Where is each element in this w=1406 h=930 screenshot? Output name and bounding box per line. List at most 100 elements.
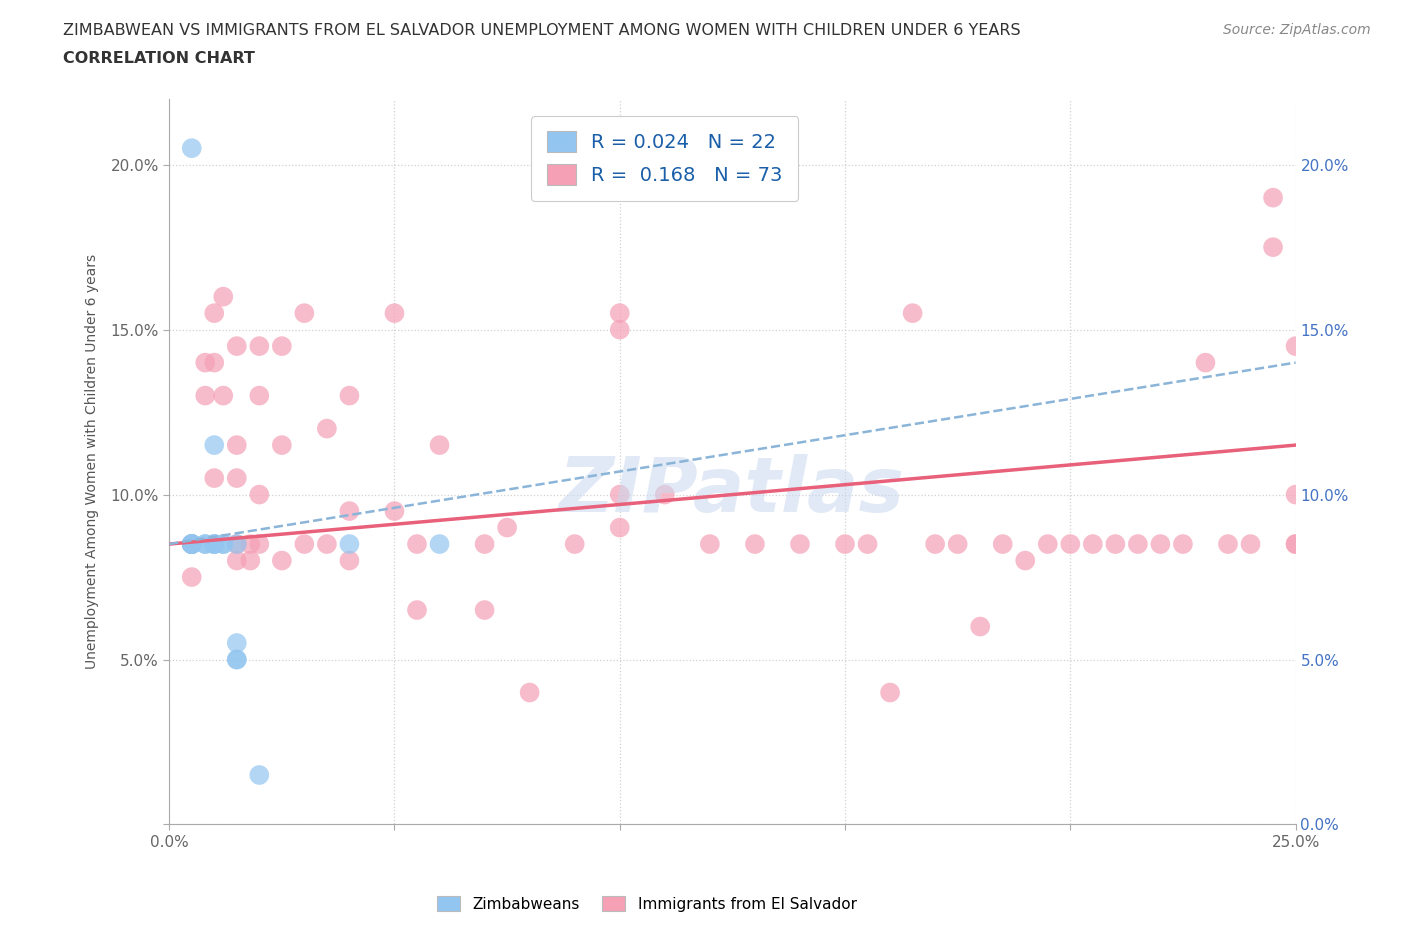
Text: Source: ZipAtlas.com: Source: ZipAtlas.com [1223,23,1371,37]
Point [247,339,270,353]
Text: CORRELATION CHART: CORRELATION CHART [63,51,254,66]
Point [180,537,202,551]
Point [202,537,225,551]
Point [212,388,235,403]
Point [292,306,315,321]
Point [699,537,721,551]
Point [609,487,631,502]
Text: ZIMBABWEAN VS IMMIGRANTS FROM EL SALVADOR UNEMPLOYMENT AMONG WOMEN WITH CHILDREN: ZIMBABWEAN VS IMMIGRANTS FROM EL SALVADO… [63,23,1021,38]
Point [212,537,235,551]
Point [1036,537,1059,551]
Point [744,537,766,551]
Point [225,339,247,353]
Point [180,569,202,584]
Point [247,767,270,782]
Point [202,537,225,551]
Point [270,438,292,453]
Y-axis label: Unemployment Among Women with Children Under 6 years: Unemployment Among Women with Children U… [86,254,100,670]
Point [1104,537,1126,551]
Point [225,652,247,667]
Point [1261,240,1284,255]
Point [247,388,270,403]
Point [834,537,856,551]
Point [339,388,361,403]
Point [194,388,217,403]
Point [202,471,225,485]
Point [247,487,270,502]
Point [225,471,247,485]
Legend: Zimbabweans, Immigrants from El Salvador: Zimbabweans, Immigrants from El Salvador [430,889,863,918]
Point [194,355,217,370]
Point [924,537,946,551]
Point [901,306,924,321]
Point [1194,355,1216,370]
Point [856,537,879,551]
Point [239,553,262,568]
Point [225,438,247,453]
Point [384,504,406,519]
Point [1216,537,1239,551]
Point [247,537,270,551]
Point [270,339,292,353]
Point [1284,339,1306,353]
Point [225,635,247,650]
Text: ZIPatlas: ZIPatlas [560,454,905,527]
Point [1284,537,1306,551]
Point [225,537,247,551]
Point [202,355,225,370]
Point [1284,537,1306,551]
Point [270,553,292,568]
Point [564,537,586,551]
Point [180,537,202,551]
Point [609,520,631,535]
Point [429,537,451,551]
Point [789,537,811,551]
Point [1149,537,1171,551]
Point [212,537,235,551]
Point [339,537,361,551]
Point [991,537,1014,551]
Point [654,487,676,502]
Point [202,537,225,551]
Point [292,537,315,551]
Point [339,553,361,568]
Point [946,537,969,551]
Point [519,685,541,700]
Point [474,537,496,551]
Point [429,438,451,453]
Point [180,537,202,551]
Point [180,537,202,551]
Point [202,306,225,321]
Point [212,289,235,304]
Point [384,306,406,321]
Point [239,537,262,551]
Point [609,322,631,337]
Point [1239,537,1261,551]
Point [406,603,429,618]
Point [180,537,202,551]
Point [194,537,217,551]
Point [180,537,202,551]
Point [180,140,202,155]
Point [474,603,496,618]
Point [1081,537,1104,551]
Point [496,520,519,535]
Point [180,537,202,551]
Point [202,438,225,453]
Point [1284,487,1306,502]
Point [225,537,247,551]
Point [609,306,631,321]
Point [339,504,361,519]
Point [194,537,217,551]
Point [225,652,247,667]
Point [969,619,991,634]
Point [1059,537,1081,551]
Point [1171,537,1194,551]
Point [1261,191,1284,206]
Point [316,421,339,436]
Legend: R = 0.024   N = 22, R =  0.168   N = 73: R = 0.024 N = 22, R = 0.168 N = 73 [531,115,799,201]
Point [225,553,247,568]
Point [1014,553,1036,568]
Point [879,685,901,700]
Point [406,537,429,551]
